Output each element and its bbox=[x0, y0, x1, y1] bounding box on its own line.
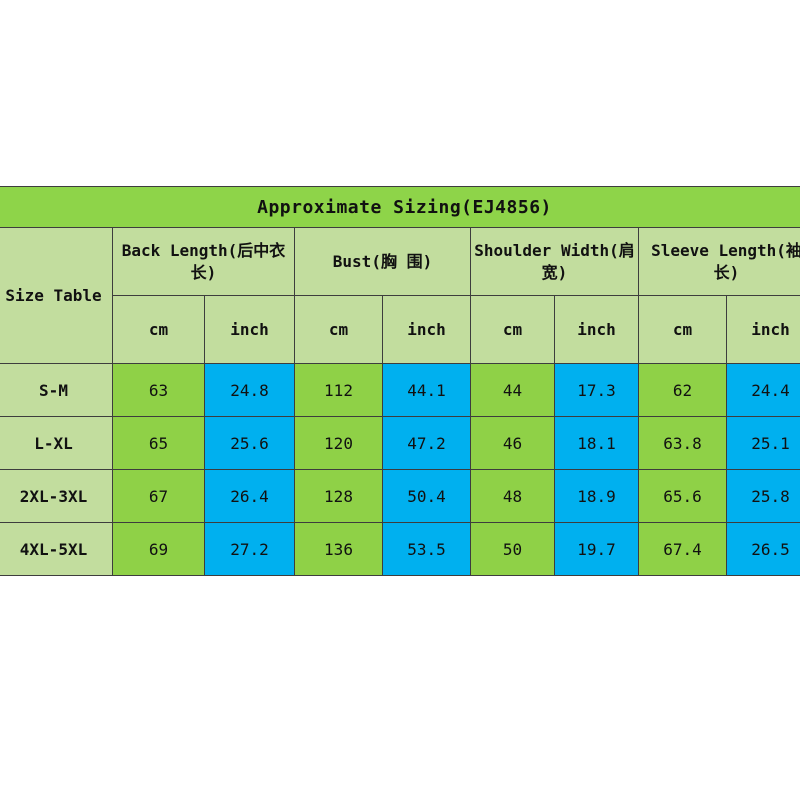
cell-value-cm: 120 bbox=[294, 416, 383, 470]
unit-header-inch: inch bbox=[382, 295, 471, 364]
unit-header-cm: cm bbox=[638, 295, 727, 364]
cell-value-inch: 50.4 bbox=[382, 469, 471, 523]
cell-value-inch: 17.3 bbox=[554, 363, 639, 417]
column-header-bust: Bust(胸 围) bbox=[294, 227, 471, 296]
table-row: L-XL 65 25.6 120 47.2 46 18.1 63.8 25.1 bbox=[0, 416, 800, 470]
cell-value-cm: 50 bbox=[470, 522, 555, 576]
unit-header-cm: cm bbox=[294, 295, 383, 364]
cell-value-cm: 67 bbox=[112, 469, 205, 523]
cell-value-inch: 26.4 bbox=[204, 469, 295, 523]
size-label: 2XL-3XL bbox=[0, 469, 113, 523]
cell-value-inch: 25.8 bbox=[726, 469, 800, 523]
cell-value-inch: 27.2 bbox=[204, 522, 295, 576]
cell-value-inch: 19.7 bbox=[554, 522, 639, 576]
cell-value-cm: 128 bbox=[294, 469, 383, 523]
size-table-label: Size Table bbox=[0, 227, 113, 364]
cell-value-cm: 69 bbox=[112, 522, 205, 576]
cell-value-inch: 24.4 bbox=[726, 363, 800, 417]
cell-value-inch: 53.5 bbox=[382, 522, 471, 576]
cell-value-cm: 62 bbox=[638, 363, 727, 417]
unit-header-cm: cm bbox=[470, 295, 555, 364]
unit-header-inch: inch bbox=[726, 295, 800, 364]
cell-value-cm: 112 bbox=[294, 363, 383, 417]
cell-value-inch: 26.5 bbox=[726, 522, 800, 576]
unit-header-inch: inch bbox=[204, 295, 295, 364]
cell-value-inch: 47.2 bbox=[382, 416, 471, 470]
size-chart: Approximate Sizing(EJ4856) Size Table Ba… bbox=[0, 186, 800, 576]
cell-value-cm: 46 bbox=[470, 416, 555, 470]
cell-value-cm: 63.8 bbox=[638, 416, 727, 470]
cell-value-inch: 44.1 bbox=[382, 363, 471, 417]
unit-header-cm: cm bbox=[112, 295, 205, 364]
cell-value-cm: 67.4 bbox=[638, 522, 727, 576]
table-row: 4XL-5XL 69 27.2 136 53.5 50 19.7 67.4 26… bbox=[0, 522, 800, 576]
size-label: S-M bbox=[0, 363, 113, 417]
table-row: S-M 63 24.8 112 44.1 44 17.3 62 24.4 bbox=[0, 363, 800, 417]
unit-header-inch: inch bbox=[554, 295, 639, 364]
cell-value-inch: 24.8 bbox=[204, 363, 295, 417]
cell-value-cm: 136 bbox=[294, 522, 383, 576]
cell-value-cm: 65 bbox=[112, 416, 205, 470]
cell-value-inch: 25.1 bbox=[726, 416, 800, 470]
cell-value-cm: 63 bbox=[112, 363, 205, 417]
size-table: Approximate Sizing(EJ4856) Size Table Ba… bbox=[0, 186, 800, 576]
cell-value-inch: 18.9 bbox=[554, 469, 639, 523]
column-header-back-length: Back Length(后中衣长) bbox=[112, 227, 295, 296]
cell-value-cm: 44 bbox=[470, 363, 555, 417]
cell-value-cm: 65.6 bbox=[638, 469, 727, 523]
table-title: Approximate Sizing(EJ4856) bbox=[0, 186, 800, 228]
size-label: L-XL bbox=[0, 416, 113, 470]
column-header-sleeve-length: Sleeve Length(袖长) bbox=[638, 227, 800, 296]
column-header-shoulder-width: Shoulder Width(肩宽) bbox=[470, 227, 639, 296]
cell-value-cm: 48 bbox=[470, 469, 555, 523]
cell-value-inch: 25.6 bbox=[204, 416, 295, 470]
size-label: 4XL-5XL bbox=[0, 522, 113, 576]
cell-value-inch: 18.1 bbox=[554, 416, 639, 470]
table-row: 2XL-3XL 67 26.4 128 50.4 48 18.9 65.6 25… bbox=[0, 469, 800, 523]
